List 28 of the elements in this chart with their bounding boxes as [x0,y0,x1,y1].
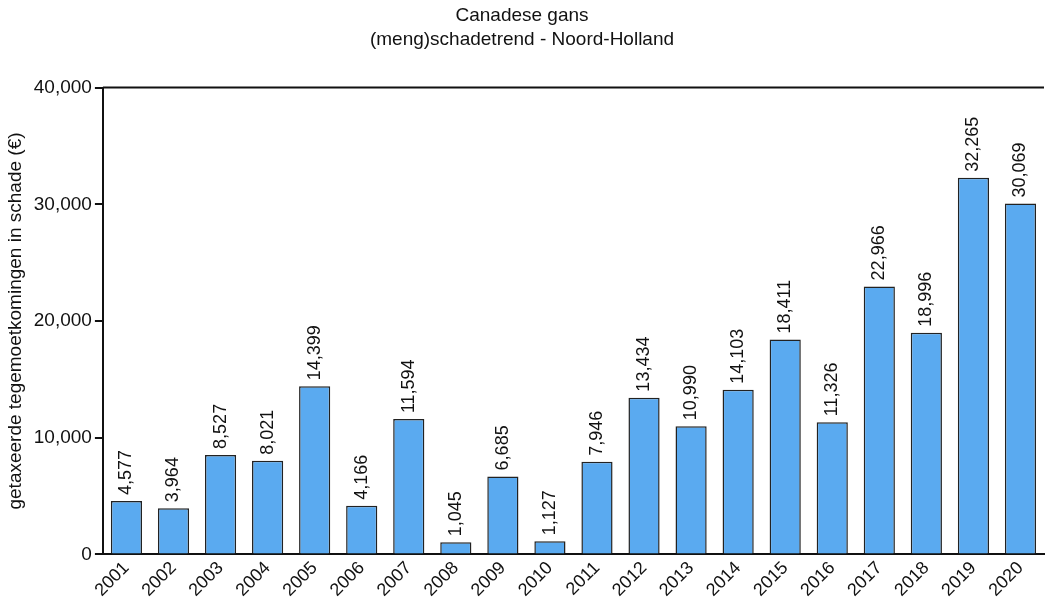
data-label: 18,411 [774,279,795,334]
data-label: 3,964 [162,457,183,503]
data-label: 8,021 [256,409,277,455]
data-label: 18,996 [915,271,936,327]
data-label: 7,946 [585,410,606,456]
chart-title: Canadese gans [455,3,589,25]
data-label: 4,166 [350,454,371,500]
y-tick-label: 20,000 [33,309,92,331]
data-label: 11,594 [397,359,418,414]
data-label: 8,527 [209,403,230,449]
data-label: 1,045 [444,491,465,537]
data-label: 11,326 [821,362,842,417]
y-axis-title: getaxeerde tegemoetkomingen in schade (€) [3,132,25,510]
y-tick-label: 30,000 [33,192,92,214]
data-label: 22,966 [868,225,889,281]
data-label: 1,127 [538,490,559,536]
chart-subtitle: (meng)schadetrend - Noord-Holland [369,28,675,50]
y-tick-label: 10,000 [33,425,92,447]
y-tick-label: 40,000 [33,75,92,97]
data-label: 13,434 [633,336,654,392]
data-label: 6,685 [491,425,512,471]
data-label: 14,399 [303,325,324,381]
data-label: 10,990 [680,365,701,421]
data-label: 30,069 [1009,142,1030,198]
data-label: 4,577 [115,449,136,495]
data-label: 32,265 [962,116,983,172]
data-label: 14,103 [727,328,748,384]
y-tick-label: 0 [81,542,92,564]
